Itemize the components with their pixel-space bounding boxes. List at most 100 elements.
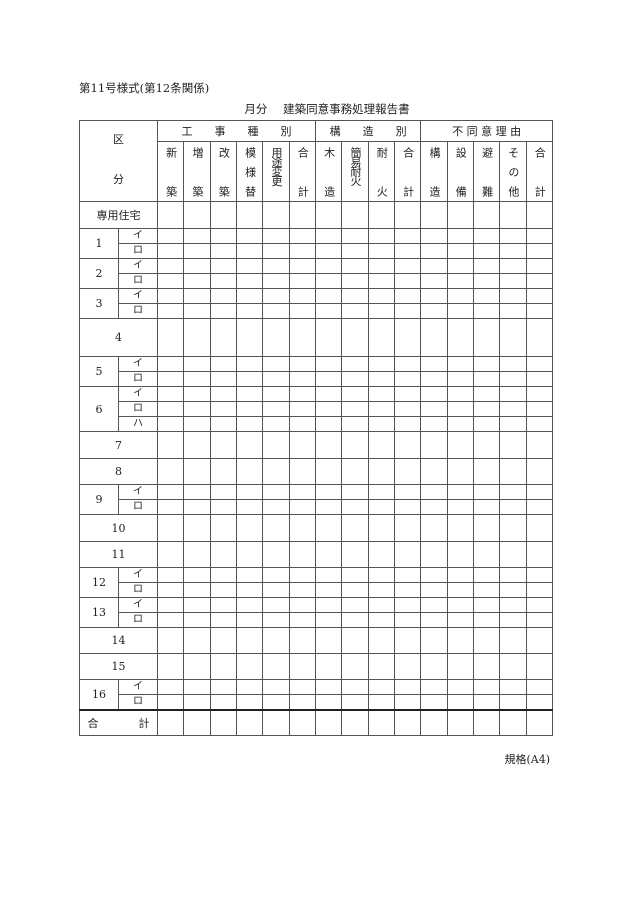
data-cell[interactable]: [262, 499, 290, 515]
data-cell[interactable]: [156, 401, 185, 417]
data-cell[interactable]: [393, 318, 422, 357]
data-cell[interactable]: [183, 582, 211, 598]
data-cell[interactable]: [183, 694, 211, 710]
data-cell[interactable]: [288, 567, 316, 583]
data-cell[interactable]: [446, 612, 474, 628]
data-cell[interactable]: [183, 431, 211, 459]
data-cell[interactable]: [262, 258, 290, 274]
data-cell[interactable]: [446, 627, 474, 654]
data-cell[interactable]: [472, 401, 501, 417]
data-cell[interactable]: [341, 627, 369, 654]
data-cell[interactable]: [288, 318, 316, 357]
data-cell[interactable]: [209, 499, 237, 515]
data-cell[interactable]: [262, 228, 290, 244]
data-cell[interactable]: [183, 356, 211, 372]
data-cell[interactable]: [209, 627, 237, 654]
data-cell[interactable]: [393, 401, 422, 417]
data-cell[interactable]: [446, 514, 474, 542]
data-cell[interactable]: [393, 458, 422, 485]
data-cell[interactable]: [314, 273, 343, 289]
data-cell[interactable]: [393, 431, 422, 459]
data-cell[interactable]: [314, 612, 343, 628]
data-cell[interactable]: [472, 627, 501, 654]
data-cell[interactable]: [499, 679, 527, 695]
data-cell[interactable]: [235, 288, 264, 304]
data-cell[interactable]: [367, 582, 395, 598]
data-cell[interactable]: [472, 597, 501, 613]
data-cell[interactable]: [262, 201, 290, 229]
data-cell[interactable]: [341, 318, 369, 357]
data-cell[interactable]: [499, 597, 527, 613]
data-cell[interactable]: [393, 612, 422, 628]
data-cell[interactable]: [183, 288, 211, 304]
data-cell[interactable]: [262, 431, 290, 459]
data-cell[interactable]: [209, 416, 237, 432]
data-cell[interactable]: [341, 303, 369, 319]
data-cell[interactable]: [367, 201, 395, 229]
data-cell[interactable]: [446, 401, 474, 417]
data-cell[interactable]: [341, 288, 369, 304]
data-cell[interactable]: [525, 484, 553, 500]
data-cell[interactable]: [288, 612, 316, 628]
data-cell[interactable]: [183, 653, 211, 680]
data-cell[interactable]: [341, 273, 369, 289]
data-cell[interactable]: [209, 431, 237, 459]
data-cell[interactable]: [367, 653, 395, 680]
data-cell[interactable]: [446, 318, 474, 357]
data-cell[interactable]: [262, 386, 290, 402]
data-cell[interactable]: [341, 567, 369, 583]
data-cell[interactable]: [314, 243, 343, 259]
data-cell[interactable]: [262, 612, 290, 628]
data-cell[interactable]: [499, 416, 527, 432]
data-cell[interactable]: [235, 567, 264, 583]
data-cell[interactable]: [341, 228, 369, 244]
data-cell[interactable]: [235, 708, 264, 736]
data-cell[interactable]: [183, 612, 211, 628]
data-cell[interactable]: [525, 514, 553, 542]
data-cell[interactable]: [367, 541, 395, 568]
data-cell[interactable]: [499, 356, 527, 372]
data-cell[interactable]: [472, 653, 501, 680]
data-cell[interactable]: [525, 541, 553, 568]
data-cell[interactable]: [420, 416, 448, 432]
data-cell[interactable]: [499, 458, 527, 485]
data-cell[interactable]: [341, 258, 369, 274]
data-cell[interactable]: [393, 567, 422, 583]
data-cell[interactable]: [341, 694, 369, 710]
data-cell[interactable]: [209, 567, 237, 583]
data-cell[interactable]: [367, 567, 395, 583]
data-cell[interactable]: [525, 653, 553, 680]
data-cell[interactable]: [262, 694, 290, 710]
data-cell[interactable]: [499, 318, 527, 357]
data-cell[interactable]: [183, 567, 211, 583]
data-cell[interactable]: [262, 582, 290, 598]
data-cell[interactable]: [156, 582, 185, 598]
data-cell[interactable]: [156, 371, 185, 387]
data-cell[interactable]: [499, 243, 527, 259]
data-cell[interactable]: [525, 228, 553, 244]
data-cell[interactable]: [393, 288, 422, 304]
data-cell[interactable]: [367, 288, 395, 304]
data-cell[interactable]: [235, 679, 264, 695]
data-cell[interactable]: [314, 288, 343, 304]
data-cell[interactable]: [472, 694, 501, 710]
data-cell[interactable]: [420, 694, 448, 710]
data-cell[interactable]: [367, 514, 395, 542]
data-cell[interactable]: [525, 567, 553, 583]
data-cell[interactable]: [420, 708, 448, 736]
data-cell[interactable]: [288, 708, 316, 736]
data-cell[interactable]: [235, 514, 264, 542]
data-cell[interactable]: [314, 401, 343, 417]
data-cell[interactable]: [314, 582, 343, 598]
data-cell[interactable]: [446, 458, 474, 485]
data-cell[interactable]: [341, 458, 369, 485]
data-cell[interactable]: [314, 597, 343, 613]
data-cell[interactable]: [499, 612, 527, 628]
data-cell[interactable]: [472, 484, 501, 500]
data-cell[interactable]: [156, 416, 185, 432]
data-cell[interactable]: [393, 416, 422, 432]
data-cell[interactable]: [393, 484, 422, 500]
data-cell[interactable]: [393, 303, 422, 319]
data-cell[interactable]: [446, 258, 474, 274]
data-cell[interactable]: [420, 431, 448, 459]
